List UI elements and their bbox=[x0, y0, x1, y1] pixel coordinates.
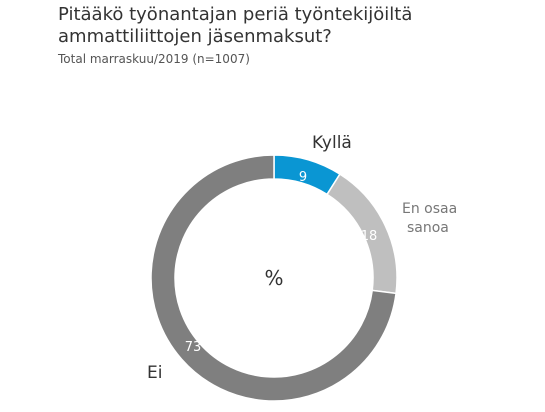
slice-value-en-osaa-sanoa: 18 bbox=[361, 229, 378, 244]
legend-label-en-osaa-sanoa: En osaa sanoa bbox=[402, 201, 457, 236]
slice-value-kylla: 9 bbox=[299, 170, 307, 185]
center-label: % bbox=[264, 266, 283, 290]
slice-ei bbox=[150, 154, 397, 402]
chart-subtitle: Total marraskuu/2019 (n=1007) bbox=[58, 52, 250, 66]
legend-label-ei: Ei bbox=[147, 363, 162, 383]
slice-value-ei: 73 bbox=[185, 340, 202, 355]
legend-label-kylla: Kyllä bbox=[312, 133, 352, 153]
chart-title: Pitääkö työnantajan periä työntekijöiltä… bbox=[58, 4, 413, 47]
